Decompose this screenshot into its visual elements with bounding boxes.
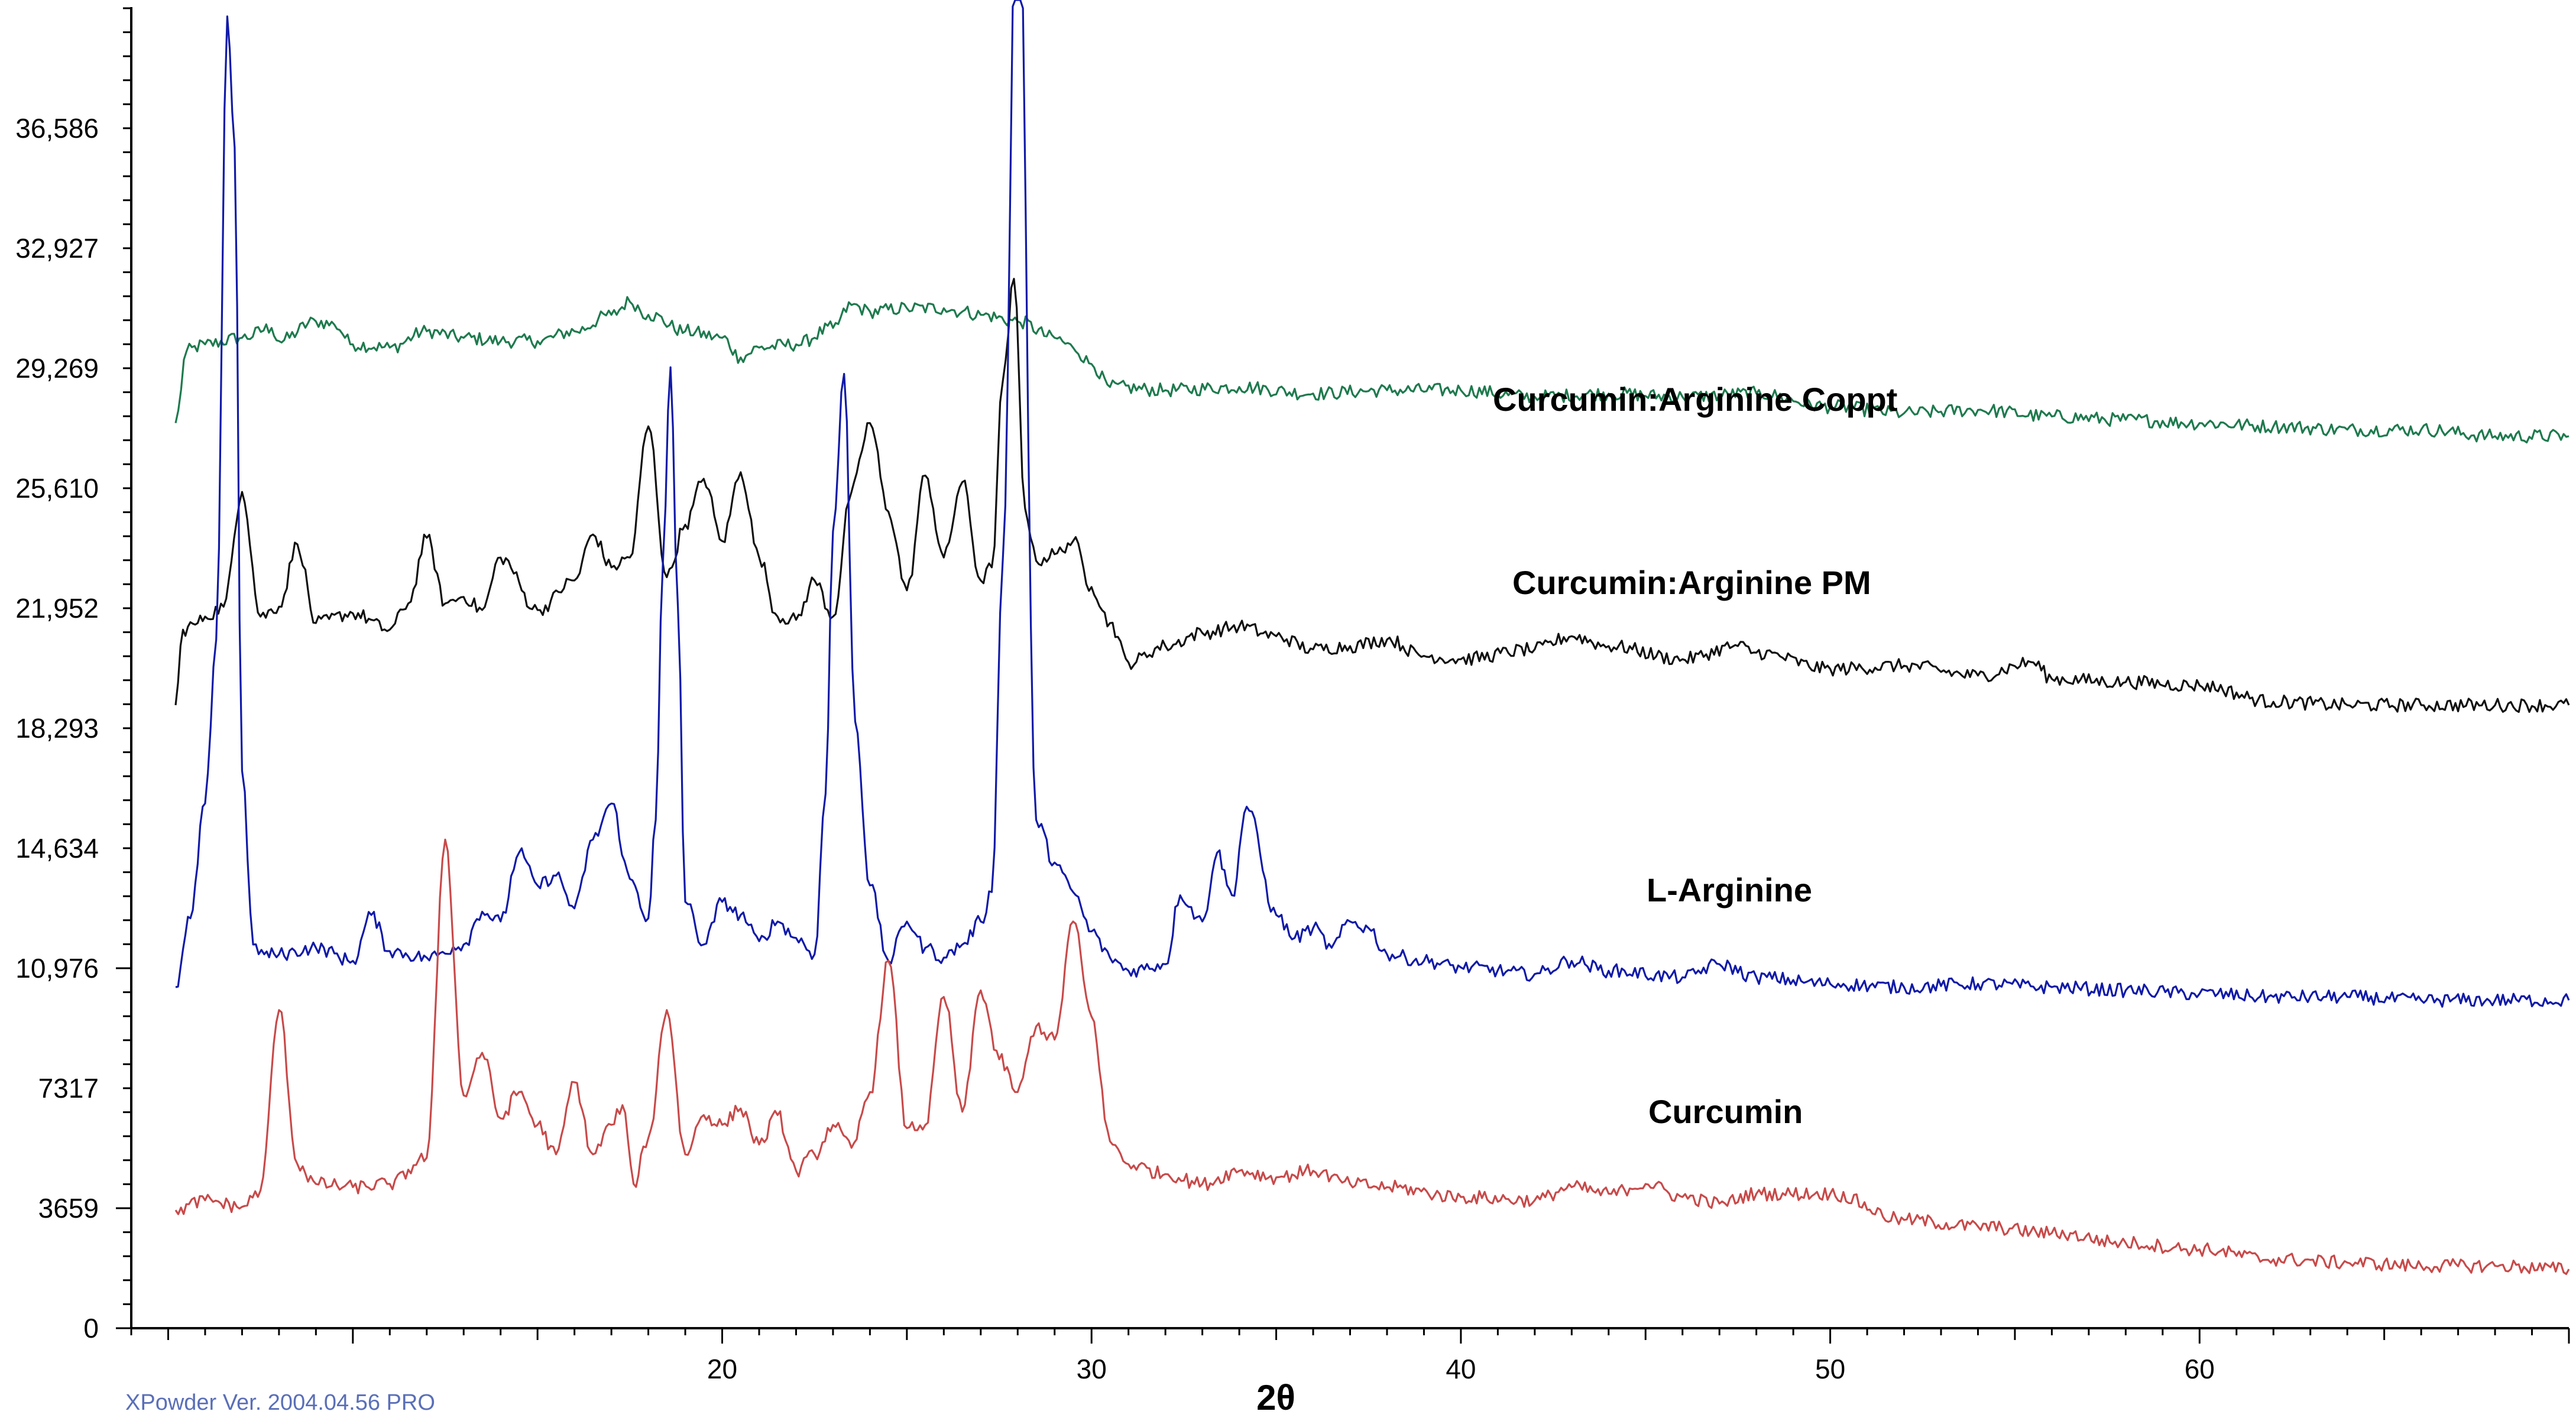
y-tick-label: 3659 [38,1193,99,1224]
x-tick-label: 60 [2185,1354,2215,1384]
series-line-2 [175,0,2570,1008]
x-tick-labels: 20 30 40 50 60 [707,1354,2215,1384]
x-axis-label: 2θ [1256,1378,1295,1417]
series-label-coppt: Curcumin:Arginine Coppt [1493,381,1897,418]
y-tick-label: 32,927 [15,233,99,264]
y-tick-label: 0 [83,1313,99,1344]
series-label-curcumin: Curcumin [1648,1093,1803,1130]
series-line-0 [174,296,2569,444]
x-tick-label: 50 [1815,1354,1845,1384]
y-tick-label: 29,269 [15,353,99,384]
x-minor-ticks [130,1328,2570,1344]
y-tick-label: 10,976 [15,953,99,984]
y-tick-label: 21,952 [15,593,99,624]
y-tick-label: 18,293 [15,713,99,744]
y-tick-labels: 0 3659 7317 10,976 14,634 18,293 21,952 25,610 2… [15,113,99,1344]
series-line-1 [174,278,2570,713]
y-tick-label: 36,586 [15,113,99,144]
y-tick-label: 25,610 [15,473,99,504]
x-tick-label: 30 [1077,1354,1107,1384]
x-tick-label: 20 [707,1354,737,1384]
series-line-3 [174,838,2570,1275]
axes: 0 3659 7317 10,976 14,634 18,293 21,952 25,610 2… [15,7,2570,1384]
software-version-text: XPowder Ver. 2004.04.56 PRO [125,1390,435,1415]
series-label-pm: Curcumin:Arginine PM [1512,564,1871,601]
series-label-l-arginine: L-Arginine [1647,871,1812,909]
y-tick-label: 7317 [38,1073,99,1104]
plot-area [174,0,2570,1275]
x-tick-label: 40 [1446,1354,1476,1384]
y-minor-ticks [116,7,131,1329]
y-tick-label: 14,634 [15,833,99,864]
